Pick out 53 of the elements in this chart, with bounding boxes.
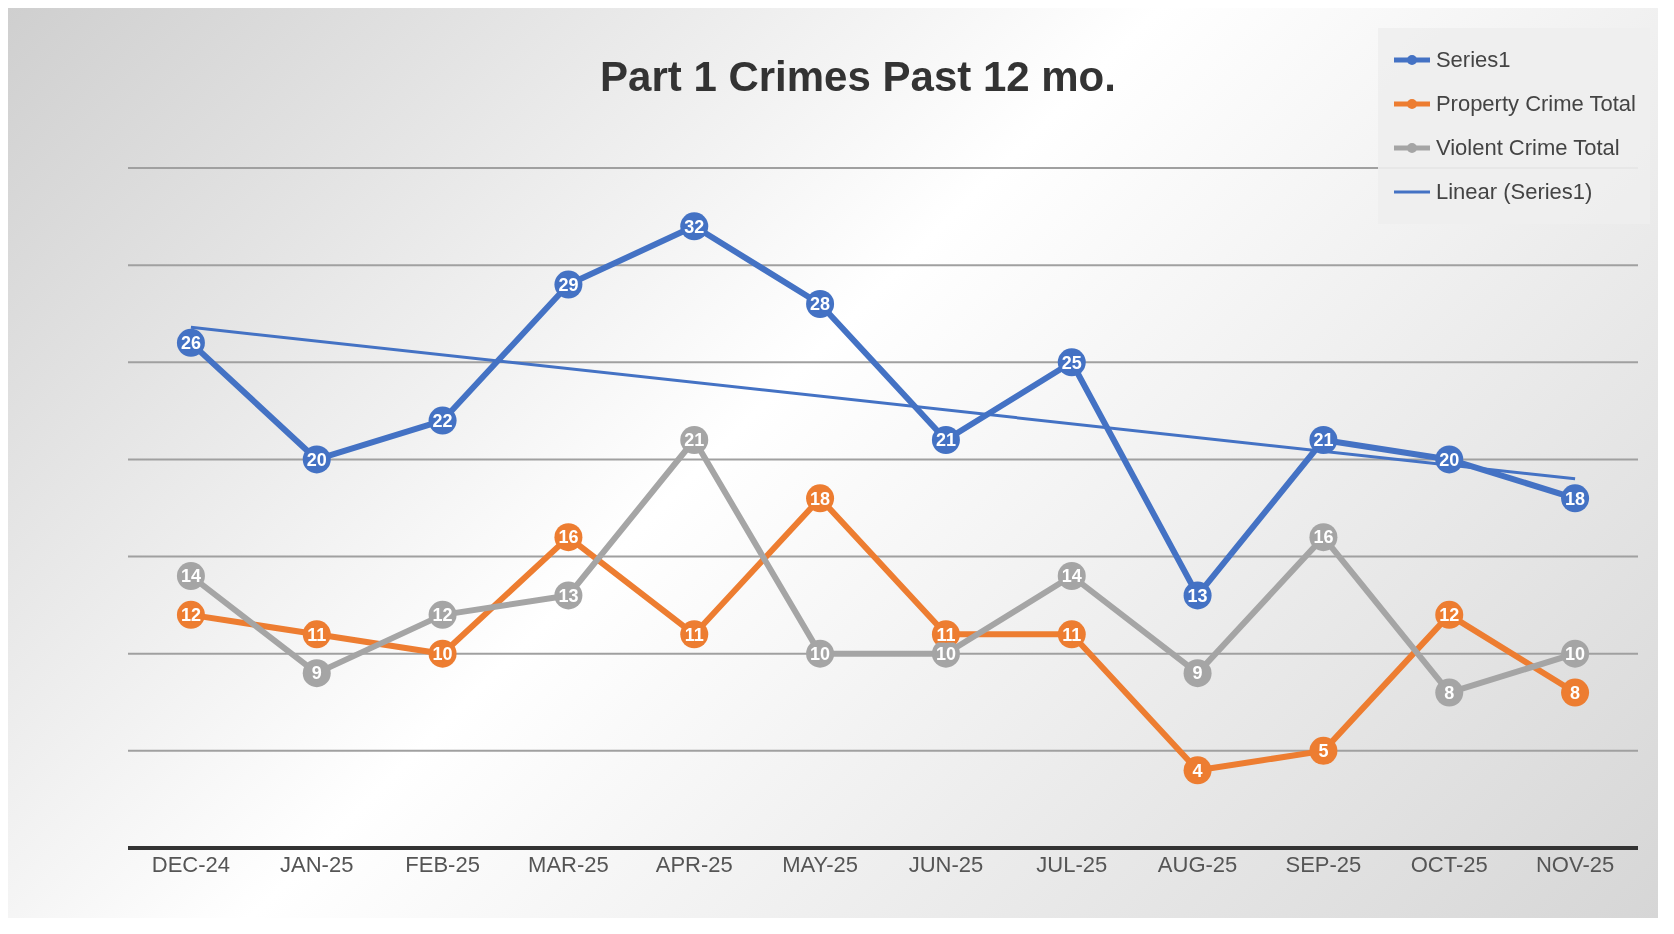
x-tick-label: DEC-24 xyxy=(151,851,231,877)
data-label: 28 xyxy=(810,294,831,315)
data-label: 13 xyxy=(1187,585,1208,606)
data-label: 11 xyxy=(684,624,704,645)
data-label: 10 xyxy=(935,644,956,665)
data-label: 26 xyxy=(180,333,201,354)
x-tick-label: AUG-25 xyxy=(1157,851,1238,877)
data-label: 21 xyxy=(684,430,705,451)
data-label: 14 xyxy=(1061,566,1082,587)
data-label: 5 xyxy=(1318,741,1329,762)
data-label: 14 xyxy=(180,566,201,587)
data-label: 10 xyxy=(810,644,831,665)
data-label: 21 xyxy=(935,430,956,451)
data-label: 21 xyxy=(1313,430,1334,451)
data-label: 29 xyxy=(558,274,579,295)
legend-label: Series1 xyxy=(1434,46,1512,74)
data-label: 20 xyxy=(1439,449,1460,470)
data-label: 32 xyxy=(684,216,705,237)
data-label: 22 xyxy=(432,410,453,431)
data-label: 16 xyxy=(558,527,579,548)
data-label: 4 xyxy=(1192,760,1203,781)
data-label: 25 xyxy=(1061,352,1082,373)
data-label: 18 xyxy=(1565,488,1586,509)
x-tick-label: FEB-25 xyxy=(405,851,480,877)
legend-label: Violent Crime Total xyxy=(1434,134,1621,162)
data-label: 11 xyxy=(936,624,956,645)
x-tick-label: OCT-25 xyxy=(1410,851,1488,877)
data-label: 10 xyxy=(432,644,453,665)
chart-title: Part 1 Crimes Past 12 mo. xyxy=(600,53,1116,100)
data-label: 13 xyxy=(558,585,579,606)
x-tick-label: MAY-25 xyxy=(782,851,858,877)
data-label: 11 xyxy=(1062,624,1082,645)
x-tick-label: JUN-25 xyxy=(908,851,984,877)
data-label: 11 xyxy=(307,624,327,645)
legend-label: Linear (Series1) xyxy=(1434,178,1594,206)
data-label: 10 xyxy=(1565,644,1586,665)
legend-label: Property Crime Total xyxy=(1434,90,1636,118)
x-tick-label: MAR-25 xyxy=(528,851,609,877)
data-label: 12 xyxy=(1439,605,1460,626)
data-label: 18 xyxy=(810,488,831,509)
x-tick-label: JUL-25 xyxy=(1036,851,1108,877)
x-tick-label: NOV-25 xyxy=(1535,851,1615,877)
x-tick-label: APR-25 xyxy=(655,851,733,877)
data-label: 9 xyxy=(311,663,322,684)
data-label: 8 xyxy=(1444,682,1455,703)
data-label: 16 xyxy=(1313,527,1334,548)
data-label: 8 xyxy=(1570,682,1581,703)
data-label: 12 xyxy=(432,605,453,626)
x-tick-label: SEP-25 xyxy=(1285,851,1362,877)
x-tick-label: JAN-25 xyxy=(280,851,354,877)
data-label: 9 xyxy=(1192,663,1203,684)
data-label: 20 xyxy=(306,449,327,470)
data-label: 12 xyxy=(180,605,201,626)
